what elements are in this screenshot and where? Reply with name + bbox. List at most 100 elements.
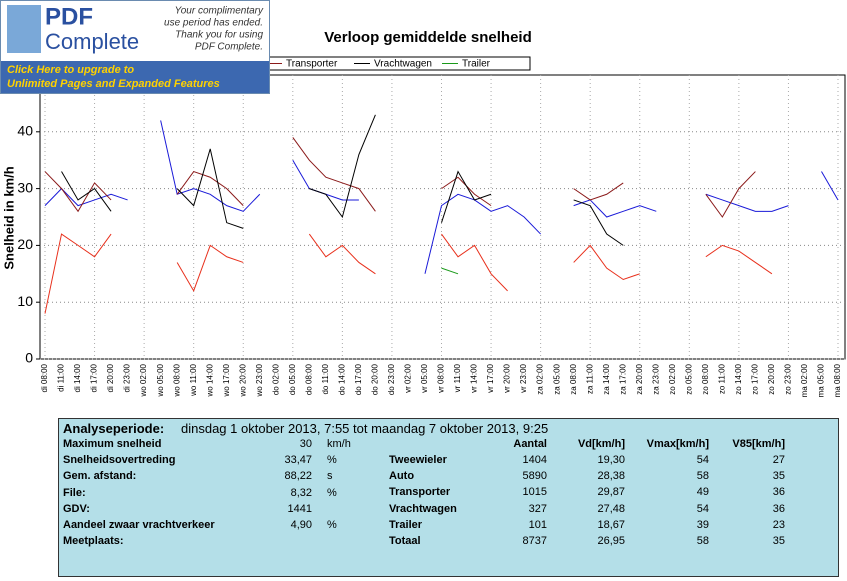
banner-message: Thank you for using bbox=[175, 30, 263, 41]
series-line bbox=[441, 267, 459, 275]
class-value: 23 bbox=[772, 518, 785, 531]
x-tick-label: zo 20:00 bbox=[767, 363, 776, 394]
x-tick-label: wo 08:00 bbox=[172, 363, 181, 397]
y-axis-label: Snelheid in km/h bbox=[1, 166, 16, 269]
x-tick-label: wo 17:00 bbox=[222, 363, 231, 397]
legend: Transporter Vrachtwagen Trailer bbox=[261, 56, 531, 71]
plot-frame bbox=[39, 74, 846, 360]
class-value: 18,67 bbox=[597, 518, 625, 531]
banner-message: use period has ended. bbox=[164, 18, 263, 29]
upgrade-banner[interactable]: PDF Complete Your complimentary use peri… bbox=[0, 0, 270, 94]
y-tick-label: 10 bbox=[17, 293, 33, 309]
upgrade-link[interactable]: Unlimited Pages and Expanded Features bbox=[7, 78, 220, 90]
x-tick-label: wo 02:00 bbox=[139, 363, 148, 397]
banner-message: PDF Complete. bbox=[195, 42, 263, 53]
x-tick-label: do 20:00 bbox=[371, 363, 380, 395]
x-tick-label: zo 11:00 bbox=[717, 363, 726, 394]
stat-unit: % bbox=[327, 486, 337, 499]
period-label: Analyseperiode: bbox=[63, 421, 165, 436]
class-value: 327 bbox=[528, 502, 547, 515]
x-tick-label: vr 23:00 bbox=[519, 363, 528, 392]
stat-label: Meetplaats: bbox=[63, 535, 124, 548]
x-tick-label: di 08:00 bbox=[40, 363, 49, 392]
stat-value: 33,47 bbox=[284, 454, 312, 467]
stat-value: 88,22 bbox=[284, 470, 312, 483]
x-tick-label: ma 08:00 bbox=[833, 363, 842, 397]
x-tick-label: vr 05:00 bbox=[420, 363, 429, 392]
class-value: 27 bbox=[772, 454, 785, 466]
x-tick-label: wo 20:00 bbox=[238, 363, 247, 397]
x-tick-label: do 02:00 bbox=[271, 363, 280, 395]
class-label: Auto bbox=[389, 470, 415, 483]
class-value: 49 bbox=[696, 486, 709, 499]
x-tick-label: vr 14:00 bbox=[470, 363, 479, 392]
x-tick-label: za 05:00 bbox=[552, 363, 561, 394]
column-header: Vd[km/h] bbox=[577, 438, 625, 450]
x-tick-label: do 14:00 bbox=[337, 363, 346, 395]
class-value: 19,30 bbox=[597, 454, 625, 466]
banner-strip bbox=[1, 61, 269, 93]
stat-label: Aandeel zwaar vrachtverkeer bbox=[63, 519, 215, 531]
x-tick-label: do 23:00 bbox=[387, 363, 396, 395]
logo-icon bbox=[7, 5, 41, 53]
legend-label: Transporter bbox=[286, 59, 338, 70]
x-tick-label: di 11:00 bbox=[57, 363, 66, 391]
class-label: Transporter bbox=[389, 486, 451, 499]
class-label: Tweewieler bbox=[389, 454, 447, 466]
x-tick-label: vr 02:00 bbox=[404, 363, 413, 392]
chart: Verloop gemiddelde snelheid Snelheid in … bbox=[1, 29, 846, 397]
logo: PDF bbox=[45, 3, 93, 30]
class-value: 101 bbox=[528, 518, 547, 531]
stat-value: 4,90 bbox=[290, 519, 312, 531]
stat-unit: % bbox=[327, 454, 337, 467]
upgrade-link[interactable]: Click Here to upgrade to bbox=[7, 64, 134, 76]
x-tick-label: zo 08:00 bbox=[701, 363, 710, 394]
x-tick-label: vr 11:00 bbox=[453, 363, 462, 392]
stat-value: 30 bbox=[299, 438, 312, 450]
class-value: 1404 bbox=[522, 454, 547, 466]
class-value: 54 bbox=[696, 502, 709, 515]
x-tick-label: wo 11:00 bbox=[189, 363, 198, 396]
x-tick-label: za 17:00 bbox=[618, 363, 627, 394]
class-value: 58 bbox=[696, 470, 709, 483]
x-tick-label: zo 02:00 bbox=[668, 363, 677, 394]
x-tick-label: za 08:00 bbox=[569, 363, 578, 394]
class-value: 27,48 bbox=[597, 502, 625, 515]
x-tick-label: zo 23:00 bbox=[784, 363, 793, 394]
x-tick-label: wo 23:00 bbox=[255, 363, 264, 397]
stat-label: File: bbox=[63, 486, 86, 499]
x-tick-label: vr 20:00 bbox=[503, 363, 512, 392]
x-tick-label: zo 05:00 bbox=[684, 363, 693, 394]
stat-unit: km/h bbox=[327, 438, 351, 450]
x-tick-label: di 14:00 bbox=[73, 363, 82, 392]
class-value: 35 bbox=[772, 470, 785, 483]
class-value: 8737 bbox=[522, 535, 547, 547]
class-value: 39 bbox=[696, 518, 709, 531]
series-line bbox=[61, 114, 624, 246]
x-tick-label: do 08:00 bbox=[304, 363, 313, 395]
stat-value: 8,32 bbox=[290, 486, 312, 499]
class-value: 36 bbox=[772, 486, 785, 499]
stat-value: 1441 bbox=[287, 502, 312, 515]
x-tick-label: do 11:00 bbox=[321, 363, 330, 394]
class-value: 29,87 bbox=[597, 486, 625, 499]
x-tick-label: ma 02:00 bbox=[800, 363, 809, 397]
x-tick-label: di 23:00 bbox=[123, 363, 132, 392]
x-tick-label: vr 08:00 bbox=[437, 363, 446, 392]
logo-sub: Complete bbox=[45, 29, 139, 54]
stat-unit: % bbox=[327, 519, 337, 531]
class-label: Vrachtwagen bbox=[389, 502, 457, 515]
class-value: 58 bbox=[696, 535, 709, 547]
legend-label: Trailer bbox=[462, 59, 491, 70]
stat-label: Maximum snelheid bbox=[63, 438, 162, 450]
column-header: V85[km/h] bbox=[732, 438, 785, 450]
class-label: Totaal bbox=[389, 535, 421, 547]
stat-label: Gem. afstand: bbox=[63, 470, 137, 483]
x-tick-label: zo 17:00 bbox=[751, 363, 760, 394]
x-tick-label: wo 05:00 bbox=[156, 363, 165, 397]
stat-unit: s bbox=[327, 470, 333, 483]
x-tick-label: za 20:00 bbox=[635, 363, 644, 394]
banner-graphic: PDF Complete Your complimentary use peri… bbox=[1, 3, 269, 93]
chart-title: Verloop gemiddelde snelheid bbox=[324, 29, 532, 46]
